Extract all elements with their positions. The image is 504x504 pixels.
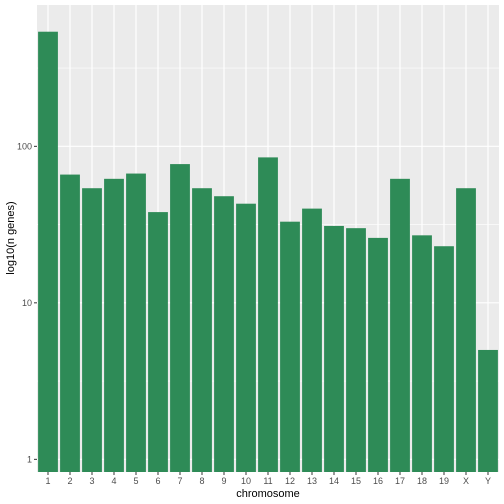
x-tick-label: 7 [177, 476, 182, 486]
bar-chr-X [456, 188, 476, 473]
x-tick-label: 11 [263, 476, 272, 486]
x-tick-label: 16 [373, 476, 383, 486]
x-tick-label: X [463, 476, 469, 486]
x-tick-label: 19 [439, 476, 449, 486]
bar-chr-7 [170, 164, 190, 472]
bar-chr-8 [192, 188, 212, 473]
x-tick-label: 18 [417, 476, 427, 486]
bar-chr-11 [258, 157, 278, 472]
x-tick-label: Y [485, 476, 491, 486]
x-tick-label: 1 [45, 476, 50, 486]
x-tick-label: 10 [241, 476, 251, 486]
bar-chr-6 [148, 212, 168, 473]
bars [38, 31, 498, 473]
x-axis-ticks: 1 2 3 4 5 6 7 8 9 10 11 12 13 14 15 16 17 18 19 X Y [45, 472, 491, 486]
y-tick-label: 1 [27, 454, 32, 464]
x-tick-label: 3 [89, 476, 94, 486]
bar-chr-4 [104, 178, 124, 472]
x-tick-label: 4 [111, 476, 116, 486]
bar-chr-12 [280, 221, 300, 472]
bar-chr-19 [434, 246, 454, 472]
x-tick-label: 2 [67, 476, 72, 486]
bar-chr-18 [412, 235, 432, 472]
bar-chr-13 [302, 208, 322, 472]
x-tick-label: 14 [329, 476, 339, 486]
bar-chr-14 [324, 225, 344, 472]
x-tick-label: 5 [133, 476, 138, 486]
y-axis-ticks: 1 10 100 [17, 141, 37, 464]
x-tick-label: 12 [285, 476, 295, 486]
x-tick-label: 13 [307, 476, 317, 486]
x-tick-label: 9 [221, 476, 226, 486]
x-axis-title: chromosome [236, 488, 300, 500]
bar-chr-Y [478, 349, 498, 472]
bar-chr-15 [346, 228, 366, 472]
y-tick-label: 100 [17, 141, 32, 151]
bar-chr-16 [368, 237, 388, 472]
bar-chr-9 [214, 196, 234, 472]
bar-chr-10 [236, 203, 256, 472]
y-tick-label: 10 [22, 298, 32, 308]
bar-chr-3 [82, 188, 102, 473]
x-tick-label: 8 [199, 476, 204, 486]
x-tick-label: 17 [395, 476, 405, 486]
bar-chr-17 [390, 178, 410, 472]
y-axis-title: log10(n genes) [5, 201, 17, 274]
x-tick-label: 15 [351, 476, 361, 486]
x-tick-label: 6 [155, 476, 160, 486]
bar-chr-5 [126, 173, 146, 472]
bar-chr-2 [60, 174, 80, 472]
bar-chr-1 [38, 31, 58, 473]
